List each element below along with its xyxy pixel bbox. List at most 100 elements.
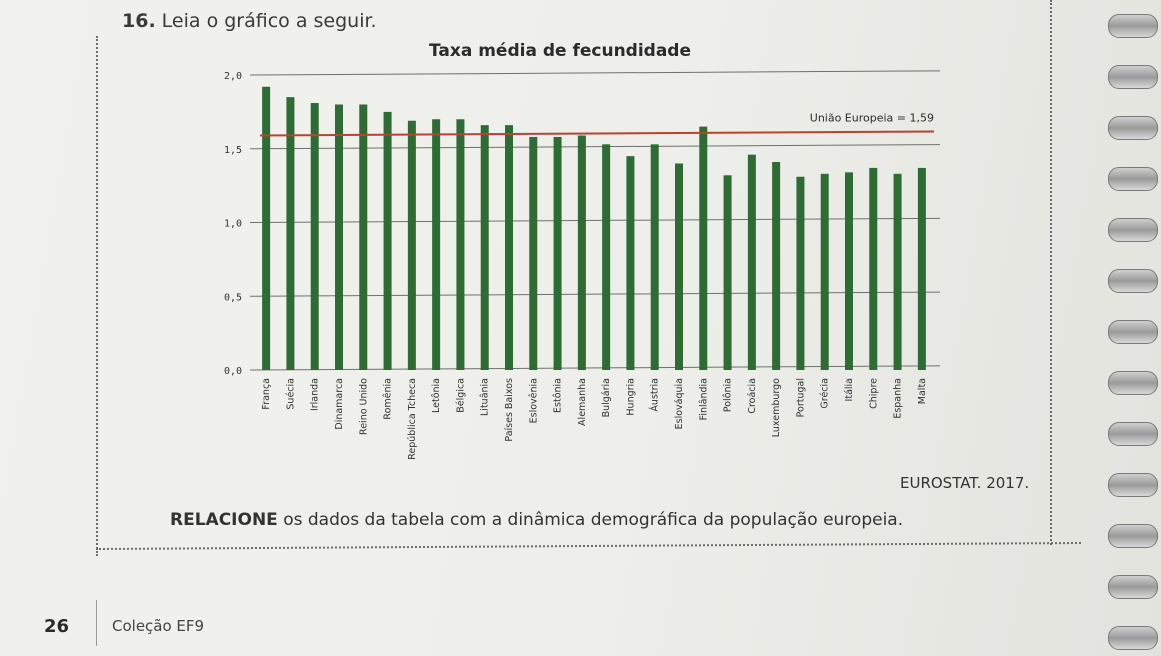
bar [529, 136, 538, 370]
bar [383, 111, 392, 370]
spiral-ring [1108, 626, 1158, 650]
bar [869, 167, 878, 370]
spiral-ring [1108, 14, 1158, 38]
bar [747, 154, 756, 370]
spiral-ring [1108, 116, 1158, 140]
x-tick-label: Polônia [723, 378, 734, 412]
x-tick-label: Itália [844, 378, 855, 401]
bar [845, 172, 853, 370]
x-tick-label: Países Baixos [504, 378, 515, 442]
dotted-border-bottom [96, 541, 1081, 551]
grid-line [249, 365, 941, 371]
instruction-bold: RELACIONE [170, 510, 278, 530]
x-tick-label: Romênia [383, 378, 394, 420]
bar [602, 144, 611, 370]
bar [480, 125, 489, 371]
fertility-chart: Taxa média de fecundidade 0,0 0,5 1,0 1,5 2,… [180, 30, 980, 470]
reference-line [259, 130, 935, 137]
spiral-ring [1108, 65, 1158, 89]
x-tick-label: Suécia [285, 378, 296, 410]
spiral-ring [1108, 269, 1158, 293]
bar [407, 120, 416, 370]
question-text: Leia o gráfico a seguir. [161, 10, 377, 32]
x-tick-label: Alemanha [577, 378, 588, 426]
y-tick-label: 1,5 [224, 145, 242, 156]
question-title: 16. Leia o gráfico a seguir. [122, 10, 377, 32]
bars [262, 86, 926, 371]
reference-label: União Europeia = 1,59 [810, 111, 934, 124]
spiral-ring [1108, 320, 1158, 344]
x-tick-label: Estônia [553, 378, 564, 413]
bar [675, 163, 683, 370]
dotted-border-right [1050, 0, 1052, 545]
bar [723, 175, 732, 370]
bar [772, 162, 781, 370]
bar [456, 119, 465, 370]
spiral-ring [1108, 422, 1158, 446]
spiral-ring [1108, 218, 1158, 242]
grid-line [249, 144, 941, 150]
bar [262, 86, 271, 371]
x-tick-label: Chipre [868, 378, 879, 409]
bar [699, 126, 708, 370]
grid-line [249, 70, 941, 76]
instruction-text: RELACIONE os dados da tabela com a dinâm… [170, 510, 903, 530]
bar [796, 176, 805, 370]
x-tick-label: Letônia [431, 378, 442, 413]
x-tick-label: República Tcheca [407, 378, 418, 460]
dotted-border-left [96, 36, 98, 556]
grid-line [249, 291, 941, 297]
x-tick-label: Portugal [795, 378, 806, 417]
chart-title: Taxa média de fecundidade [429, 41, 691, 61]
bar [917, 167, 926, 370]
bar [335, 104, 343, 370]
bar [626, 156, 635, 370]
bar [577, 135, 586, 370]
bar [820, 173, 829, 370]
x-tick-label: Croácia [747, 378, 758, 414]
page-number: 26 [44, 616, 70, 637]
grid-line [249, 217, 941, 223]
bar [359, 104, 368, 370]
bar [286, 97, 295, 370]
x-tick-label: França [261, 378, 272, 410]
y-tick-label: 1,0 [224, 219, 242, 230]
chart-source: EUROSTAT. 2017. [900, 474, 1030, 492]
spiral-ring [1108, 167, 1158, 191]
bar [310, 103, 319, 371]
x-tick-label: Áustria [649, 378, 661, 412]
spiral-ring [1108, 524, 1158, 548]
collection-name: Coleção EF9 [112, 617, 205, 635]
x-tick-label: Lituânia [480, 378, 491, 416]
instruction-rest: os dados da tabela com a dinâmica demogr… [277, 510, 904, 530]
x-tick-label: Espanha [893, 378, 904, 419]
bar [553, 136, 562, 370]
y-tick-label: 2,0 [224, 71, 242, 82]
x-tick-label: Grécia [820, 378, 831, 409]
y-tick-label: 0,0 [224, 366, 242, 377]
spiral-ring [1108, 575, 1158, 599]
x-tick-label: Eslováquia [674, 378, 685, 429]
x-tick-label: Bulgária [601, 378, 612, 417]
y-tick-labels: 0,0 0,5 1,0 1,5 2,0 [224, 71, 242, 377]
spiral-ring [1108, 371, 1158, 395]
x-tick-label: Malta [917, 378, 928, 404]
spiral-binding [1100, 0, 1161, 656]
bar [505, 125, 513, 371]
question-number: 16. [122, 10, 156, 32]
y-tick-label: 0,5 [224, 292, 242, 303]
x-tick-label: Bélgica [455, 378, 466, 413]
x-tick-label: Dinamarca [334, 378, 345, 430]
x-tick-label: Eslovênia [528, 378, 539, 423]
x-tick-labels: França Suécia Irlanda Dinamarca Reino Unido R… [261, 378, 928, 460]
bar [432, 119, 441, 370]
x-tick-label: Luxemburgo [771, 378, 782, 437]
chart-svg: Taxa média de fecundidade 0,0 0,5 1,0 1,5 2,… [224, 41, 941, 460]
bar [650, 144, 659, 370]
x-tick-label: Reino Unido [358, 378, 369, 435]
bar [893, 173, 902, 370]
spiral-ring [1108, 473, 1158, 497]
x-tick-label: Hungria [625, 378, 636, 416]
x-tick-label: Irlanda [310, 378, 321, 411]
